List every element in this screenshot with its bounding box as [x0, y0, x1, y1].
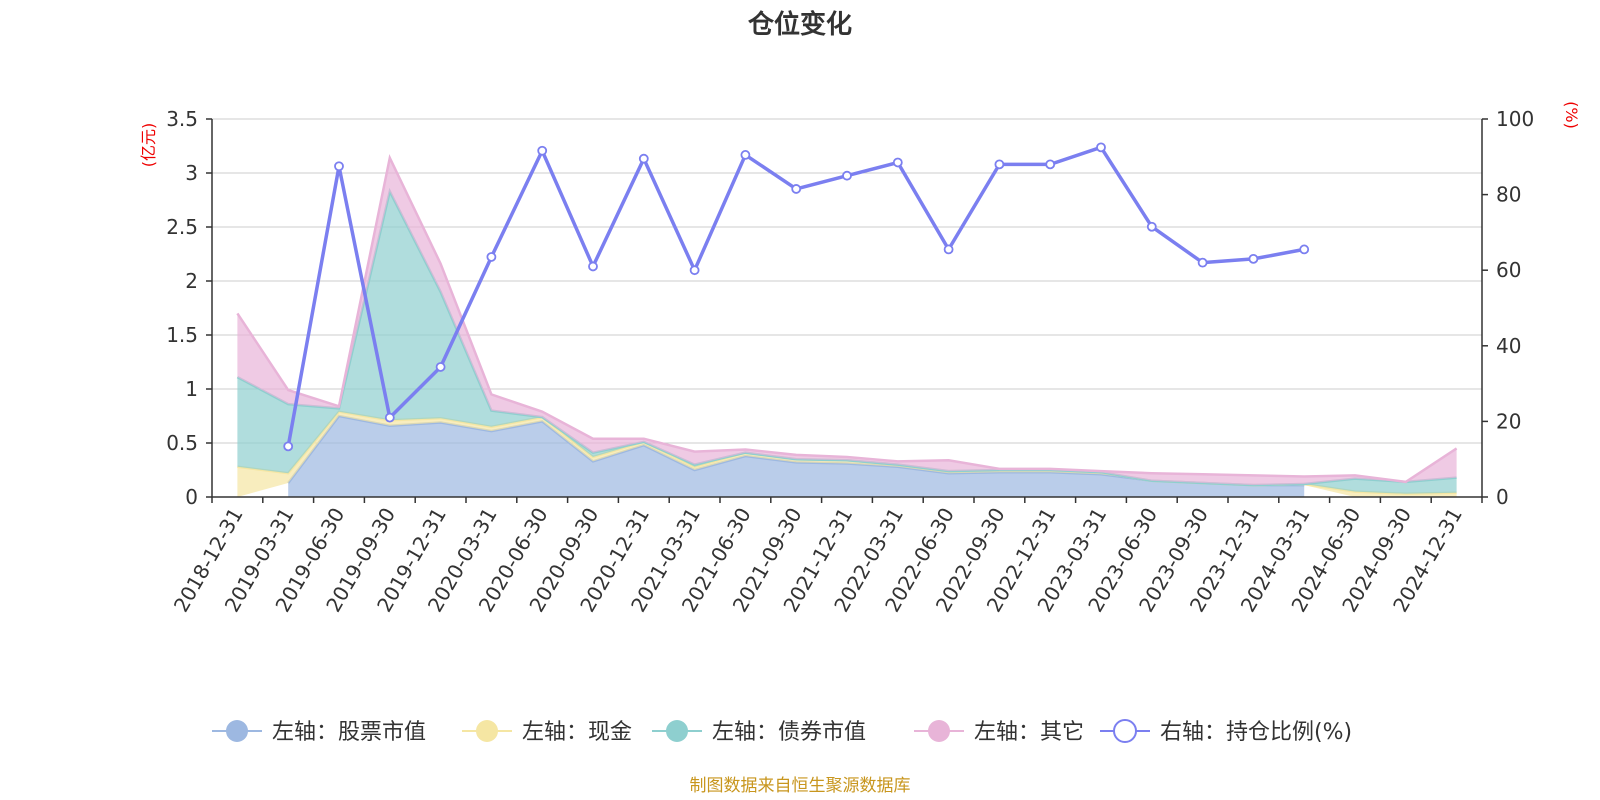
ratio-point [842, 170, 852, 181]
legend-item: 左轴：现金 [462, 720, 632, 745]
legend-label: 左轴：其它 [974, 720, 1084, 745]
area-edge-3 [236, 154, 1458, 484]
legend-item: 左轴：债券市值 [652, 720, 866, 745]
legend-label: 右轴：持仓比例(%) [1160, 720, 1352, 745]
right-axis-unit: (%) [1562, 101, 1581, 129]
ratio-point [1096, 142, 1106, 153]
legend-label: 左轴：债券市值 [712, 720, 866, 745]
area-0 [288, 416, 1305, 497]
legend-marker [476, 720, 498, 742]
right-tick-label: 60 [1496, 258, 1521, 282]
left-tick-label: 3 [185, 161, 198, 185]
ratio-point [638, 153, 649, 164]
right-tick-label: 100 [1496, 107, 1534, 131]
left-tick-label: 0.5 [166, 431, 198, 455]
left-tick-label: 1 [185, 377, 198, 401]
left-tick-label: 3.5 [166, 107, 198, 131]
ratio-point [384, 412, 395, 423]
legend-marker [1113, 719, 1137, 743]
ratio-point [283, 441, 294, 452]
right-tick-label: 0 [1496, 485, 1509, 509]
left-tick-label: 0 [185, 485, 198, 509]
area-series [236, 154, 1458, 497]
ratio-point [435, 362, 446, 372]
ratio-point [334, 161, 344, 172]
legend-label: 左轴：股票市值 [272, 720, 426, 745]
left-axis-unit: (亿元) [139, 123, 158, 168]
ratio-point [892, 157, 903, 168]
ratio-line-series [283, 142, 1310, 452]
ratio-point [1197, 257, 1208, 268]
legend-marker [666, 720, 688, 742]
left-tick-label: 1.5 [166, 323, 198, 347]
right-tick-label: 80 [1496, 183, 1521, 207]
left-tick-label: 2 [185, 269, 198, 293]
ratio-point [1299, 244, 1310, 255]
ratio-point [994, 159, 1005, 170]
ratio-point [1045, 159, 1056, 170]
ratio-point [1146, 221, 1157, 232]
ratio-point [537, 145, 548, 156]
ratio-point [689, 265, 700, 276]
ratio-point [486, 252, 497, 262]
right-tick-label: 40 [1496, 334, 1521, 358]
right-tick-label: 20 [1496, 409, 1521, 433]
legend-marker [226, 720, 248, 742]
ratio-point [1248, 253, 1259, 264]
legend-marker [928, 720, 950, 742]
legend: 左轴：股票市值 左轴：现金 左轴：债券市值 左轴：其它 右轴：持仓比例(%) [212, 719, 1352, 745]
data-source-note: 制图数据来自恒生聚源数据库 [690, 776, 911, 796]
legend-item: 左轴：其它 [914, 720, 1084, 745]
legend-label: 左轴：现金 [522, 720, 632, 745]
legend-item: 右轴：持仓比例(%) [1100, 719, 1352, 745]
ratio-point [791, 184, 802, 194]
left-tick-label: 2.5 [166, 215, 198, 239]
ratio-point [588, 261, 598, 272]
chart-title: 仓位变化 [747, 9, 852, 40]
legend-item: 左轴：股票市值 [212, 720, 426, 745]
ratio-point [740, 150, 751, 160]
ratio-point [943, 244, 954, 255]
